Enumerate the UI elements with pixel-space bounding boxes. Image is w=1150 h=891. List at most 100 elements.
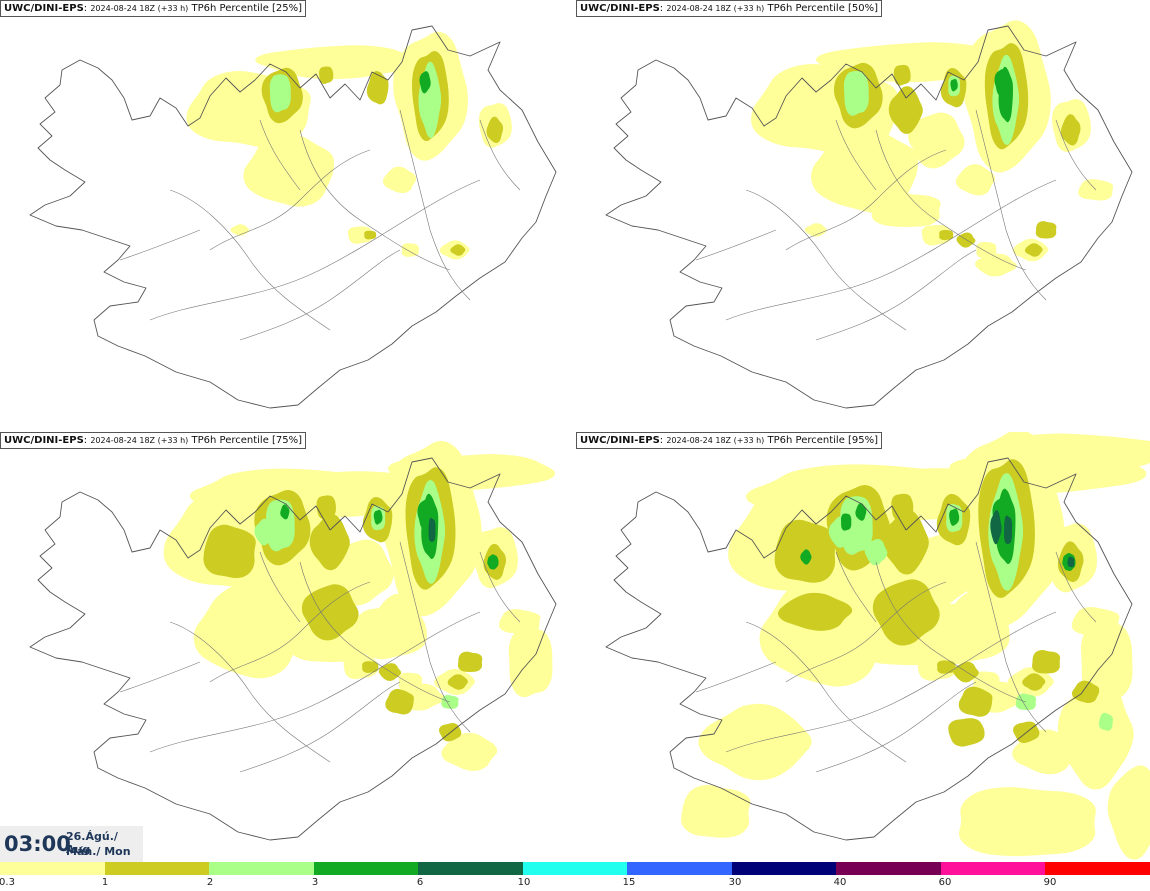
precipitation-area <box>289 621 371 663</box>
precipitation-area <box>698 703 812 781</box>
precipitation-area <box>487 554 499 570</box>
precipitation-area <box>230 224 250 236</box>
map-panel-p50: UWC/DINI-EPS: 2024-08-24 18Z (+33 h) TP6… <box>576 0 1150 430</box>
road-line <box>875 129 1027 271</box>
precipitation-area <box>189 468 405 515</box>
precipitation-area <box>1035 221 1057 239</box>
precipitation-area <box>990 510 1002 545</box>
road-line <box>1055 119 1097 191</box>
precipitation-area <box>1060 114 1081 146</box>
precipitation-area <box>893 64 911 86</box>
precipitation-area <box>958 686 993 717</box>
legend-swatch <box>836 862 941 875</box>
precipitation-area <box>254 518 274 546</box>
valid-date: 26.Ágú./ Aug <box>66 830 118 856</box>
coastline <box>29 457 557 841</box>
road-line <box>815 249 977 341</box>
precipitation-area <box>382 166 417 194</box>
road-line <box>745 621 907 763</box>
precipitation-area <box>872 579 940 646</box>
precipitation-area <box>840 513 852 531</box>
precipitation-area <box>1032 650 1061 674</box>
precipitation-area <box>1071 680 1100 704</box>
valid-time-box: 03:00 26.Ágú./ Aug Mán./ Mon <box>0 826 143 862</box>
road-line <box>815 681 977 773</box>
precipitation-area <box>958 787 1096 857</box>
precipitation-area <box>450 244 466 256</box>
precipitation-area <box>998 66 1013 123</box>
legend-swatch <box>418 862 523 875</box>
road-line <box>209 581 371 683</box>
product-label: TP6h Percentile [95%] <box>767 435 879 446</box>
panel-title: UWC/DINI-EPS: 2024-08-24 18Z (+33 h) TP6… <box>0 432 307 449</box>
precipitation-field <box>751 20 1114 277</box>
precipitation-area <box>1024 243 1043 257</box>
coastline <box>29 25 557 409</box>
precipitation-area <box>354 606 428 660</box>
legend-tick: 30 <box>728 877 742 888</box>
road-line <box>239 249 401 341</box>
road-line <box>695 229 777 261</box>
road-line <box>209 149 371 251</box>
road-line <box>239 681 401 773</box>
precipitation-area <box>949 508 960 526</box>
precipitation-area <box>1022 673 1046 691</box>
legend-swatch <box>104 862 210 875</box>
map-panel-p75: UWC/DINI-EPS: 2024-08-24 18Z (+33 h) TP6… <box>0 432 574 862</box>
legend-swatch <box>522 862 628 875</box>
model-name: UWC/DINI-EPS <box>580 3 660 14</box>
road-line <box>835 551 877 623</box>
map-grid: UWC/DINI-EPS: 2024-08-24 18Z (+33 h) TP6… <box>0 0 1150 862</box>
precipitation-area <box>855 502 867 521</box>
legend-swatch <box>940 862 1046 875</box>
road-line <box>119 661 201 693</box>
precipitation-area <box>441 732 498 771</box>
precipitation-field <box>186 31 512 260</box>
color-legend: 0.3 1 2 3 6 10 15 30 40 60 90 <box>0 862 1150 891</box>
precipitation-area <box>985 433 1150 470</box>
panel-title: UWC/DINI-EPS: 2024-08-24 18Z (+33 h) TP6… <box>0 0 307 17</box>
precipitation-area <box>681 785 751 838</box>
precipitation-area <box>457 651 483 672</box>
run-time: 2024-08-24 18Z (+33 h) <box>90 4 189 13</box>
road-line <box>975 541 1047 733</box>
precipitation-area <box>953 661 979 683</box>
precipitation-area <box>373 509 383 525</box>
road-line <box>745 189 907 331</box>
precipitation-area <box>269 74 291 113</box>
road-line <box>479 551 521 623</box>
legend-tick: 0.3 <box>0 877 15 888</box>
precipitation-area <box>937 660 956 674</box>
precipitation-field <box>681 432 1150 860</box>
road-line <box>785 581 947 683</box>
road-line <box>695 661 777 693</box>
precipitation-area <box>976 241 997 259</box>
precipitation-area <box>955 164 996 196</box>
precipitation-area <box>908 112 965 169</box>
product-label: TP6h Percentile [25%] <box>191 3 303 14</box>
precipitation-area <box>888 86 923 134</box>
precipitation-area <box>280 504 290 520</box>
precipitation-area <box>419 71 431 94</box>
product-label: TP6h Percentile [50%] <box>767 3 879 14</box>
road-line <box>975 109 1047 301</box>
precipitation-map <box>605 20 1133 409</box>
legend-swatch <box>0 862 105 875</box>
legend-tick: 10 <box>517 877 531 888</box>
road-line <box>875 561 1027 703</box>
precipitation-area <box>428 517 436 542</box>
precipitation-area <box>1107 765 1150 860</box>
precipitation-area <box>882 509 929 575</box>
legend-tick: 6 <box>416 877 424 888</box>
legend-color-bar <box>0 862 1150 875</box>
precipitation-map <box>29 25 557 409</box>
precipitation-area <box>800 549 812 565</box>
legend-tick: 60 <box>938 877 952 888</box>
legend-swatch <box>313 862 419 875</box>
legend-tick: 1 <box>101 877 109 888</box>
precipitation-area <box>864 538 888 566</box>
legend-tick: 2 <box>206 877 214 888</box>
model-name: UWC/DINI-EPS <box>4 3 84 14</box>
precipitation-area <box>255 45 426 80</box>
run-time: 2024-08-24 18Z (+33 h) <box>90 436 189 445</box>
